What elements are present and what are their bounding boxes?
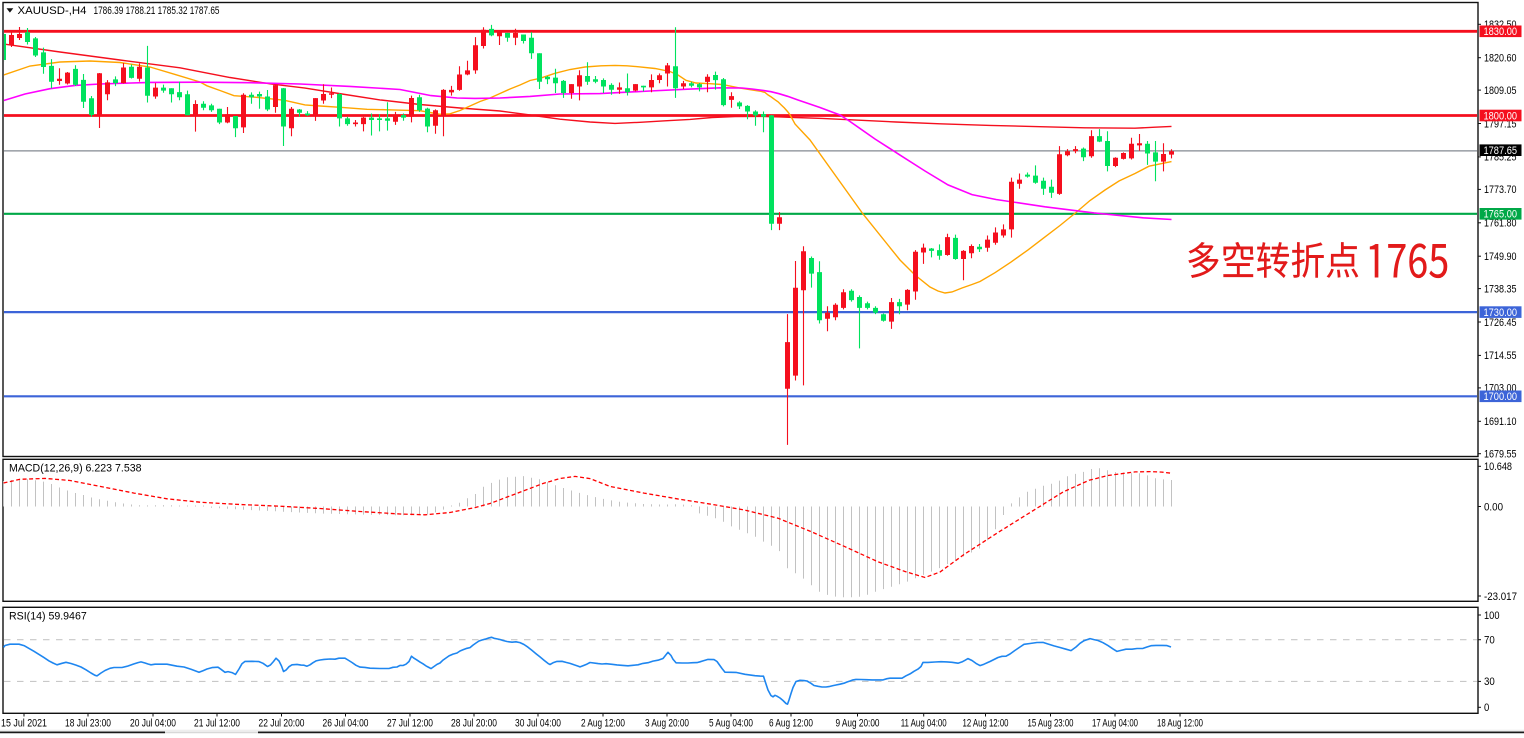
svg-text:10.648: 10.648 — [1484, 461, 1512, 473]
svg-text:RSI(14) 59.9467: RSI(14) 59.9467 — [9, 611, 87, 623]
svg-text:3 Aug 20:00: 3 Aug 20:00 — [645, 718, 689, 730]
svg-text:0.00: 0.00 — [1484, 501, 1503, 513]
svg-text:0: 0 — [1484, 702, 1489, 714]
svg-text:MACD(12,26,9) 6.223 7.538: MACD(12,26,9) 6.223 7.538 — [9, 463, 142, 475]
svg-text:1820.60: 1820.60 — [1484, 53, 1517, 65]
svg-text:1830.00: 1830.00 — [1484, 26, 1518, 38]
svg-text:18 Aug 12:00: 18 Aug 12:00 — [1157, 718, 1203, 730]
svg-text:22 Jul 20:00: 22 Jul 20:00 — [259, 718, 305, 730]
svg-text:1730.00: 1730.00 — [1484, 307, 1518, 319]
svg-text:30: 30 — [1484, 676, 1495, 688]
svg-text:1765.00: 1765.00 — [1484, 209, 1518, 221]
svg-text:17 Aug 04:00: 17 Aug 04:00 — [1092, 718, 1138, 730]
svg-text:15 Jul 2021: 15 Jul 2021 — [1, 718, 47, 730]
svg-text:6 Aug 12:00: 6 Aug 12:00 — [769, 718, 813, 730]
svg-text:1738.35: 1738.35 — [1484, 283, 1517, 295]
svg-text:11 Aug 04:00: 11 Aug 04:00 — [901, 718, 947, 730]
svg-text:1773.70: 1773.70 — [1484, 184, 1517, 196]
svg-text:21 Jul 12:00: 21 Jul 12:00 — [194, 718, 240, 730]
svg-text:18 Jul 23:00: 18 Jul 23:00 — [65, 718, 111, 730]
svg-text:1679.55: 1679.55 — [1484, 449, 1517, 461]
svg-text:-23.017: -23.017 — [1484, 591, 1517, 603]
svg-text:1726.45: 1726.45 — [1484, 317, 1517, 329]
svg-text:1714.55: 1714.55 — [1484, 350, 1517, 362]
svg-text:12 Aug 12:00: 12 Aug 12:00 — [963, 718, 1009, 730]
svg-text:20 Jul 04:00: 20 Jul 04:00 — [130, 718, 176, 730]
svg-text:70: 70 — [1484, 635, 1495, 647]
svg-text:1800.00: 1800.00 — [1484, 110, 1518, 122]
svg-text:15 Aug 23:00: 15 Aug 23:00 — [1028, 718, 1074, 730]
svg-text:1787.65: 1787.65 — [1484, 145, 1518, 157]
svg-text:1691.10: 1691.10 — [1484, 416, 1517, 428]
svg-text:1761.80: 1761.80 — [1484, 218, 1517, 230]
svg-text:1700.00: 1700.00 — [1484, 391, 1518, 403]
svg-text:1809.05: 1809.05 — [1484, 85, 1517, 97]
svg-text:9 Aug 20:00: 9 Aug 20:00 — [836, 718, 880, 730]
svg-text:28 Jul 20:00: 28 Jul 20:00 — [451, 718, 497, 730]
svg-text:XAUUSD-,H4: XAUUSD-,H4 — [18, 5, 87, 17]
svg-text:1786.39 1788.21 1785.32 1787.6: 1786.39 1788.21 1785.32 1787.65 — [94, 5, 220, 17]
svg-text:1797.15: 1797.15 — [1484, 118, 1517, 130]
svg-text:2 Aug 12:00: 2 Aug 12:00 — [581, 718, 625, 730]
svg-text:30 Jul 04:00: 30 Jul 04:00 — [515, 718, 561, 730]
svg-text:26 Jul 04:00: 26 Jul 04:00 — [323, 718, 369, 730]
svg-text:27 Jul 12:00: 27 Jul 12:00 — [387, 718, 433, 730]
svg-text:5 Aug 04:00: 5 Aug 04:00 — [709, 718, 753, 730]
svg-text:1749.90: 1749.90 — [1484, 251, 1517, 263]
svg-text:100: 100 — [1484, 610, 1500, 622]
